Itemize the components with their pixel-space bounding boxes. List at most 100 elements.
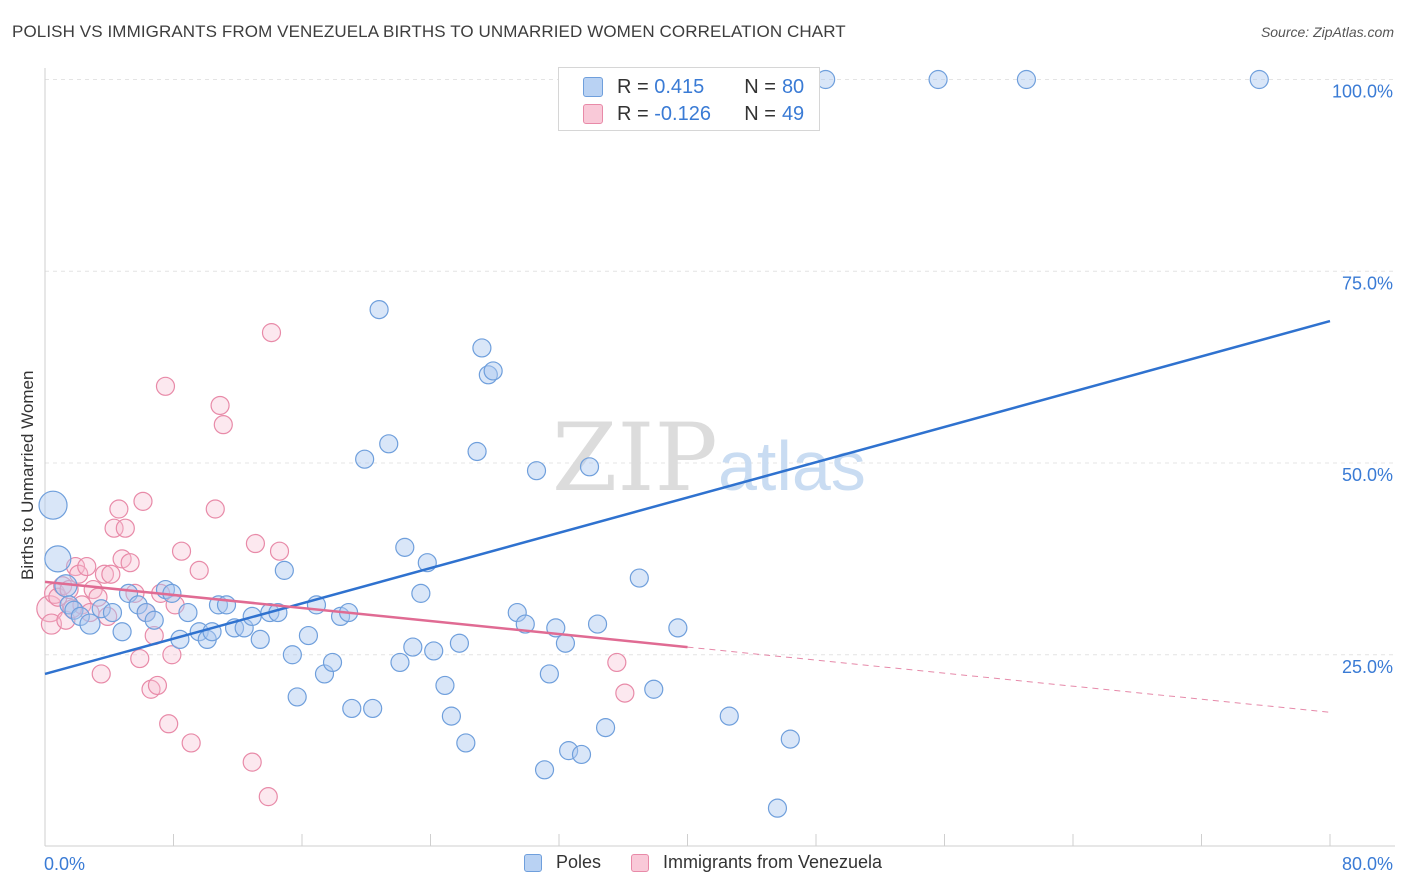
poles-point[interactable] [395,537,415,557]
poles-point[interactable] [282,645,302,665]
venezuela-point[interactable] [94,564,115,584]
poles-point[interactable] [403,637,423,657]
venezuela-point[interactable] [171,541,192,561]
venezuela-point[interactable] [155,376,176,396]
venezuela-point[interactable] [56,610,76,630]
poles-point[interactable] [719,706,739,726]
venezuela-point[interactable] [245,533,266,554]
poles-point[interactable] [144,610,164,630]
poles-point[interactable] [322,652,343,673]
y-tick-label: 50.0% [1342,465,1393,485]
poles-point[interactable] [424,641,444,661]
poles-point[interactable] [390,652,410,673]
poles-point[interactable] [1016,69,1037,90]
poles-point[interactable] [579,457,600,477]
poles-point[interactable] [363,698,383,719]
poles-point[interactable] [515,614,535,634]
venezuela-point[interactable] [189,560,209,580]
poles-point[interactable] [441,706,461,726]
poles-point[interactable] [250,629,270,650]
venezuela-point[interactable] [159,714,179,734]
venezuela-n-value: 49 [781,102,805,125]
poles-point[interactable] [379,434,399,454]
legend-item-venezuela[interactable]: Immigrants from Venezuela [630,852,882,873]
poles-point[interactable] [526,461,547,481]
venezuela-point[interactable] [147,675,168,696]
venezuela-point[interactable] [181,733,201,753]
venezuela-point[interactable] [615,683,635,703]
y-tick-label: 100.0% [1332,82,1393,102]
poles-point[interactable] [287,687,307,707]
legend-row-venezuela: R = -0.126 N = 49 [559,101,804,127]
poles-point[interactable] [38,490,68,520]
poles-point[interactable] [767,798,788,818]
poles-point[interactable] [629,568,649,588]
poles-point[interactable] [136,602,156,623]
venezuela-point[interactable] [125,583,145,603]
poles-point[interactable] [507,602,527,623]
poles-points [38,69,1269,818]
poles-point[interactable] [467,441,487,462]
y-tick-label: 75.0% [1342,273,1393,293]
poles-point[interactable] [644,679,664,699]
poles-point[interactable] [274,560,294,580]
poles-point[interactable] [355,449,375,469]
poles-point[interactable] [571,744,592,765]
venezuela-point[interactable] [133,491,153,511]
y-tick-labels: 25.0% 50.0% 75.0% 100.0% [1332,82,1393,677]
poles-point[interactable] [44,545,72,573]
venezuela-point[interactable] [91,664,111,684]
venezuela-point[interactable] [210,395,230,416]
venezuela-point[interactable] [261,323,282,343]
poles-point[interactable] [559,741,579,761]
poles-point[interactable] [1249,69,1269,90]
poles-point[interactable] [298,625,319,646]
venezuela-point[interactable] [104,518,124,538]
n-label: N = [744,102,776,125]
poles-point[interactable] [587,614,608,634]
poles-point[interactable] [668,618,688,638]
poles-point[interactable] [780,729,800,749]
poles-point[interactable] [342,698,362,719]
poles-point[interactable] [112,622,132,642]
poles-point[interactable] [595,718,616,738]
poles-point[interactable] [102,602,123,623]
trend-lines [44,319,1331,713]
poles-point[interactable] [369,300,389,320]
poles-point[interactable] [435,675,455,696]
poles-point[interactable] [79,613,101,635]
poles-point[interactable] [411,583,431,603]
venezuela-point[interactable] [162,645,182,665]
venezuela-point[interactable] [269,541,290,561]
poles-point[interactable] [456,733,476,753]
poles-point[interactable] [91,599,111,619]
venezuela-point[interactable] [258,787,278,807]
poles-point[interactable] [314,664,335,684]
venezuela-point[interactable] [101,564,121,584]
poles-point[interactable] [128,595,148,615]
venezuela-point[interactable] [242,752,262,772]
poles-point[interactable] [928,69,948,90]
watermark-atlas: atlas [718,427,866,505]
venezuela-point[interactable] [77,556,97,577]
poles-point[interactable] [483,361,503,381]
chart-title: POLISH VS IMMIGRANTS FROM VENEZUELA BIRT… [12,22,846,41]
legend-row-poles: R = 0.415 N = 80 [559,74,804,100]
poles-point[interactable] [472,338,492,358]
venezuela-point[interactable] [213,415,233,435]
poles-point[interactable] [449,633,470,653]
venezuela-point[interactable] [120,553,140,573]
poles-point[interactable] [534,760,555,780]
poles-point[interactable] [539,664,559,684]
poles-point[interactable] [555,633,576,653]
venezuela-point[interactable] [130,648,150,669]
venezuela-point[interactable] [205,499,225,519]
poles-legend-label: Poles [555,852,601,872]
venezuela-point[interactable] [115,518,135,538]
legend-item-poles[interactable]: Poles [523,852,601,873]
venezuela-point[interactable] [607,652,627,673]
venezuela-point[interactable] [109,499,129,519]
poles-point[interactable] [178,602,198,623]
poles-trend-line [44,319,1331,676]
